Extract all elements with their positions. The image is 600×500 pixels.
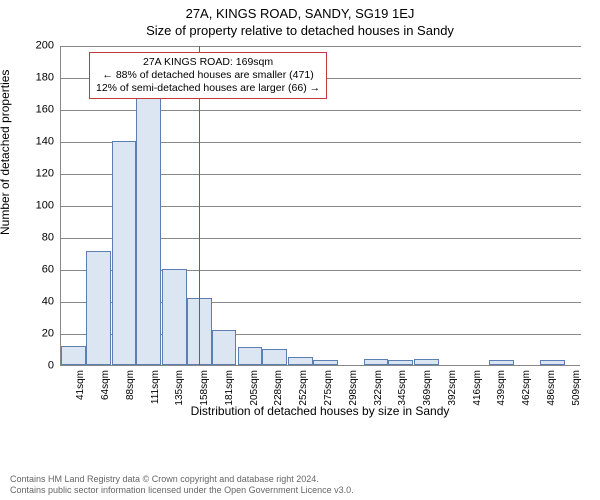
plot-region: 27A KINGS ROAD: 169sqm← 88% of detached … (60, 46, 580, 426)
x-tick-label: 416sqm (472, 370, 483, 406)
histogram-bar (136, 96, 161, 365)
footer-line-2: Contains public sector information licen… (10, 485, 354, 496)
x-tick-label: 228sqm (273, 370, 284, 406)
histogram-bar (388, 360, 413, 365)
x-tick-label: 486sqm (546, 370, 557, 406)
chart-area: 27A KINGS ROAD: 169sqm← 88% of detached … (60, 46, 580, 366)
y-tick-label: 40 (24, 297, 54, 308)
x-tick-label: 298sqm (348, 370, 359, 406)
x-tick-label: 252sqm (298, 370, 309, 406)
y-tick-label: 0 (24, 361, 54, 372)
y-tick-label: 120 (24, 169, 54, 180)
histogram-bar (61, 346, 86, 365)
gridline (61, 46, 581, 47)
y-tick-label: 160 (24, 105, 54, 116)
x-tick-label: 88sqm (125, 370, 136, 400)
x-tick-label: 135sqm (174, 370, 185, 406)
x-tick-label: 392sqm (447, 370, 458, 406)
x-tick-label: 509sqm (571, 370, 582, 406)
y-tick-label: 20 (24, 329, 54, 340)
histogram-bar (489, 360, 514, 365)
x-tick-label: 205sqm (249, 370, 260, 406)
chart-title: Size of property relative to detached ho… (0, 21, 600, 38)
x-tick-label: 322sqm (373, 370, 384, 406)
x-tick-label: 158sqm (199, 370, 210, 406)
histogram-bar (112, 141, 137, 365)
x-tick-label: 275sqm (323, 370, 334, 406)
y-tick-label: 140 (24, 137, 54, 148)
x-tick-label: 111sqm (150, 370, 161, 404)
annotation-box: 27A KINGS ROAD: 169sqm← 88% of detached … (89, 52, 327, 99)
histogram-bar (212, 330, 237, 365)
x-tick-label: 439sqm (496, 370, 507, 406)
histogram-bar (288, 357, 313, 365)
chart-supertitle: 27A, KINGS ROAD, SANDY, SG19 1EJ (0, 0, 600, 21)
y-tick-label: 100 (24, 201, 54, 212)
x-tick-label: 345sqm (397, 370, 408, 406)
y-axis-label: Number of detached properties (0, 70, 12, 235)
histogram-bar (540, 360, 565, 365)
x-axis-label: Distribution of detached houses by size … (60, 404, 580, 418)
x-tick-label: 181sqm (224, 370, 235, 406)
attribution-footer: Contains HM Land Registry data © Crown c… (10, 474, 354, 496)
y-tick-label: 60 (24, 265, 54, 276)
footer-line-1: Contains HM Land Registry data © Crown c… (10, 474, 354, 485)
histogram-bar (86, 251, 111, 365)
annotation-line-3: 12% of semi-detached houses are larger (… (96, 82, 320, 95)
histogram-bar (364, 359, 389, 365)
histogram-bar (238, 347, 263, 365)
histogram-bar (313, 360, 338, 365)
x-tick-label: 64sqm (100, 370, 111, 400)
y-tick-label: 80 (24, 233, 54, 244)
annotation-line-2: ← 88% of detached houses are smaller (47… (96, 69, 320, 82)
histogram-bar (162, 269, 187, 365)
x-tick-label: 369sqm (422, 370, 433, 406)
annotation-line-1: 27A KINGS ROAD: 169sqm (96, 56, 320, 69)
histogram-bar (414, 359, 439, 365)
y-tick-label: 180 (24, 73, 54, 84)
x-tick-label: 41sqm (75, 370, 86, 400)
x-tick-label: 462sqm (521, 370, 532, 406)
y-tick-label: 200 (24, 41, 54, 52)
histogram-bar (262, 349, 287, 365)
